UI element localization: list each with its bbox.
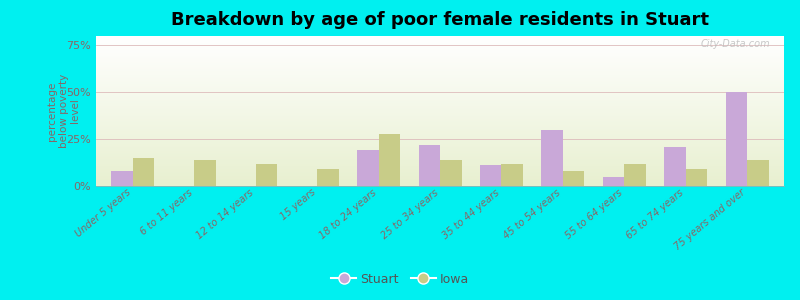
Bar [317, 169, 338, 186]
Title: Breakdown by age of poor female residents in Stuart: Breakdown by age of poor female resident… [171, 11, 709, 29]
Bar [111, 171, 133, 186]
Bar [378, 134, 400, 186]
Bar [563, 171, 584, 186]
Y-axis label: percentage
below poverty
level: percentage below poverty level [47, 74, 80, 148]
Legend: Stuart, Iowa: Stuart, Iowa [326, 268, 474, 291]
Bar [542, 130, 563, 186]
Bar [664, 147, 686, 186]
Bar [602, 177, 624, 186]
Bar [418, 145, 440, 186]
Bar [133, 158, 154, 186]
Bar [502, 164, 523, 186]
Bar [357, 150, 378, 186]
Bar [747, 160, 769, 186]
Bar [194, 160, 216, 186]
Bar [624, 164, 646, 186]
Bar [726, 92, 747, 186]
Bar [256, 164, 278, 186]
Bar [480, 165, 502, 186]
Bar [686, 169, 707, 186]
Text: City-Data.com: City-Data.com [701, 39, 770, 49]
Bar [440, 160, 462, 186]
